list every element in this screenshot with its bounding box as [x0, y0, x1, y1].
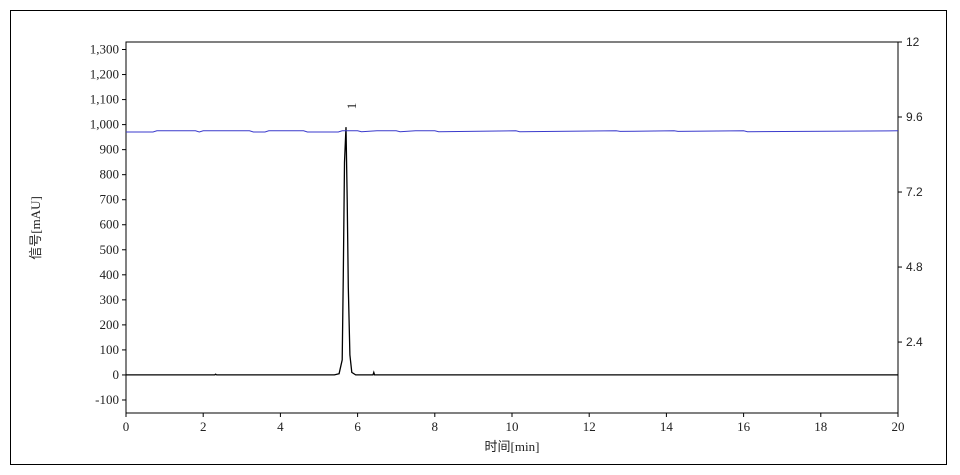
y-tick-label: -100: [95, 392, 119, 407]
y-tick-label: 900: [100, 142, 120, 157]
x-tick-label: 4: [277, 419, 284, 434]
chart-frame: [10, 10, 947, 465]
y-tick-label: 500: [100, 242, 120, 257]
y-tick-label: 1,300: [90, 42, 119, 57]
signal-trace: [126, 127, 898, 376]
x-tick-label: 6: [354, 419, 361, 434]
y-tick-label: 300: [100, 292, 120, 307]
x-tick-label: 2: [200, 419, 207, 434]
x-tick-label: 20: [892, 419, 905, 434]
x-tick-label: 0: [123, 419, 130, 434]
y-tick-label: 600: [100, 217, 120, 232]
y-tick-label: 200: [100, 317, 120, 332]
y-tick-label: 1,000: [90, 117, 119, 132]
x-axis-label: 时间[min]: [485, 439, 540, 454]
y-tick-label: 700: [100, 192, 120, 207]
x-tick-label: 18: [814, 419, 827, 434]
y2-tick-label: 12: [906, 35, 920, 49]
peak-label: 1: [344, 103, 359, 110]
y2-tick-label: 4.8: [906, 260, 923, 274]
x-tick-label: 14: [660, 419, 674, 434]
y-axis-label: 信号[mAU]: [28, 196, 43, 260]
x-tick-label: 10: [506, 419, 519, 434]
y2-tick-label: 9.6: [906, 110, 923, 124]
y-tick-label: 0: [113, 367, 120, 382]
baseline-trace: [126, 130, 899, 133]
y-tick-label: 1,100: [90, 92, 119, 107]
x-tick-label: 16: [737, 419, 751, 434]
y-tick-label: 800: [100, 167, 120, 182]
y2-tick-label: 2.4: [906, 335, 923, 349]
y2-tick-label: 7.2: [906, 185, 923, 199]
x-tick-label: 12: [583, 419, 596, 434]
y-tick-label: 1,200: [90, 67, 119, 82]
x-tick-label: 8: [432, 419, 439, 434]
y-tick-label: 100: [100, 342, 120, 357]
y-tick-label: 400: [100, 267, 120, 282]
plot-area: [125, 41, 899, 414]
